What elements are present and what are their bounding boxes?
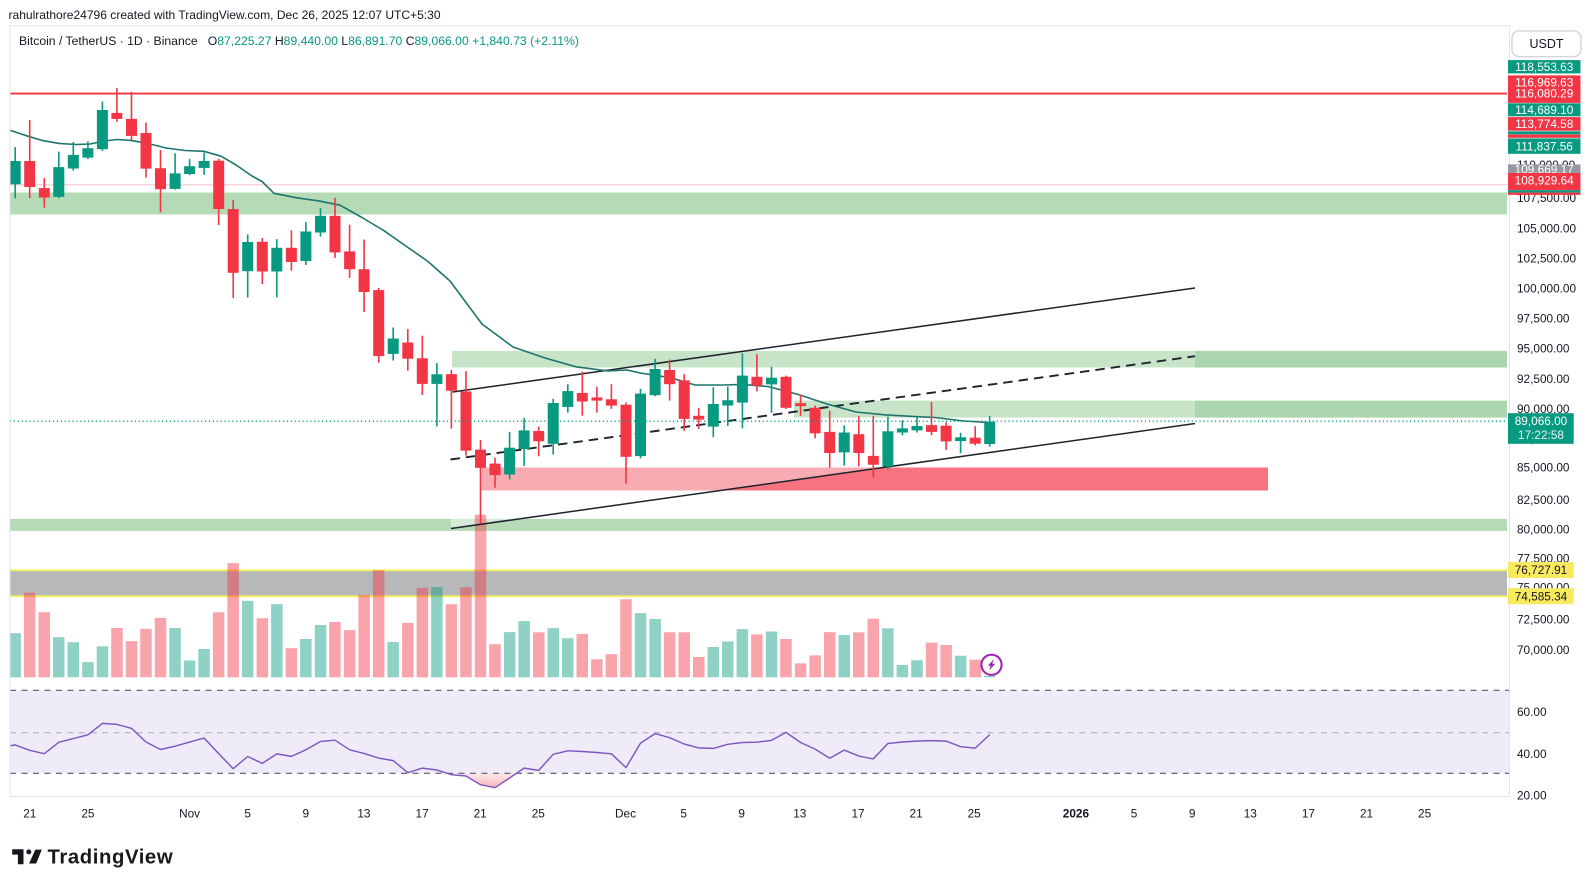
svg-text:95,000.00: 95,000.00 — [1517, 342, 1570, 356]
svg-text:25: 25 — [968, 807, 982, 821]
svg-text:Nov: Nov — [179, 807, 200, 821]
svg-text:5: 5 — [680, 807, 687, 821]
svg-text:118,553.63: 118,553.63 — [1515, 60, 1574, 74]
svg-text:100,000.00: 100,000.00 — [1517, 281, 1576, 295]
svg-text:113,774.58: 113,774.58 — [1515, 117, 1574, 131]
svg-text:116,969.63: 116,969.63 — [1515, 75, 1574, 89]
svg-text:13: 13 — [357, 807, 371, 821]
svg-text:25: 25 — [532, 807, 546, 821]
svg-text:82,500.00: 82,500.00 — [1517, 493, 1570, 507]
svg-text:rahulrathore24796 created with: rahulrathore24796 created with TradingVi… — [9, 8, 441, 22]
svg-text:Bitcoin / TetherUS · 1D · Bina: Bitcoin / TetherUS · 1D · Binance O87,22… — [19, 34, 579, 48]
svg-text:13: 13 — [1244, 807, 1258, 821]
svg-text:21: 21 — [910, 807, 923, 821]
svg-text:116,080.29: 116,080.29 — [1515, 86, 1573, 100]
svg-text:13: 13 — [793, 807, 807, 821]
svg-text:40.00: 40.00 — [1517, 747, 1547, 761]
svg-text:17: 17 — [416, 807, 429, 821]
svg-text:108,929.64: 108,929.64 — [1515, 173, 1574, 187]
svg-text:5: 5 — [244, 807, 251, 821]
svg-text:74,585.34: 74,585.34 — [1515, 589, 1568, 603]
svg-text:76,727.91: 76,727.91 — [1515, 563, 1567, 577]
svg-text:60.00: 60.00 — [1517, 705, 1547, 719]
svg-text:90,000.00: 90,000.00 — [1517, 402, 1570, 416]
svg-text:85,000.00: 85,000.00 — [1517, 461, 1570, 475]
svg-text:89,066.00: 89,066.00 — [1515, 414, 1568, 428]
svg-text:17:22:58: 17:22:58 — [1518, 428, 1564, 442]
svg-text:25: 25 — [81, 807, 95, 821]
svg-text:111,837.56: 111,837.56 — [1516, 139, 1574, 153]
svg-text:9: 9 — [1189, 807, 1196, 821]
svg-text:TradingView: TradingView — [48, 847, 174, 869]
svg-text:17: 17 — [1302, 807, 1315, 821]
svg-text:USDT: USDT — [1529, 37, 1563, 51]
svg-text:Dec: Dec — [615, 807, 636, 821]
svg-text:70,000.00: 70,000.00 — [1517, 643, 1570, 657]
svg-text:21: 21 — [23, 807, 36, 821]
svg-text:105,000.00: 105,000.00 — [1517, 221, 1576, 235]
svg-text:72,500.00: 72,500.00 — [1517, 613, 1570, 627]
svg-text:2026: 2026 — [1063, 807, 1090, 821]
svg-text:9: 9 — [303, 807, 310, 821]
svg-text:5: 5 — [1131, 807, 1138, 821]
svg-text:17: 17 — [851, 807, 864, 821]
svg-text:80,000.00: 80,000.00 — [1517, 523, 1570, 537]
svg-text:21: 21 — [474, 807, 487, 821]
svg-text:9: 9 — [738, 807, 745, 821]
svg-text:102,500.00: 102,500.00 — [1517, 251, 1576, 265]
svg-text:114,689.10: 114,689.10 — [1515, 103, 1574, 117]
svg-text:92,500.00: 92,500.00 — [1517, 372, 1570, 386]
svg-text:20.00: 20.00 — [1517, 789, 1547, 803]
svg-text:21: 21 — [1360, 807, 1373, 821]
svg-text:25: 25 — [1418, 807, 1432, 821]
svg-text:97,500.00: 97,500.00 — [1517, 312, 1570, 326]
